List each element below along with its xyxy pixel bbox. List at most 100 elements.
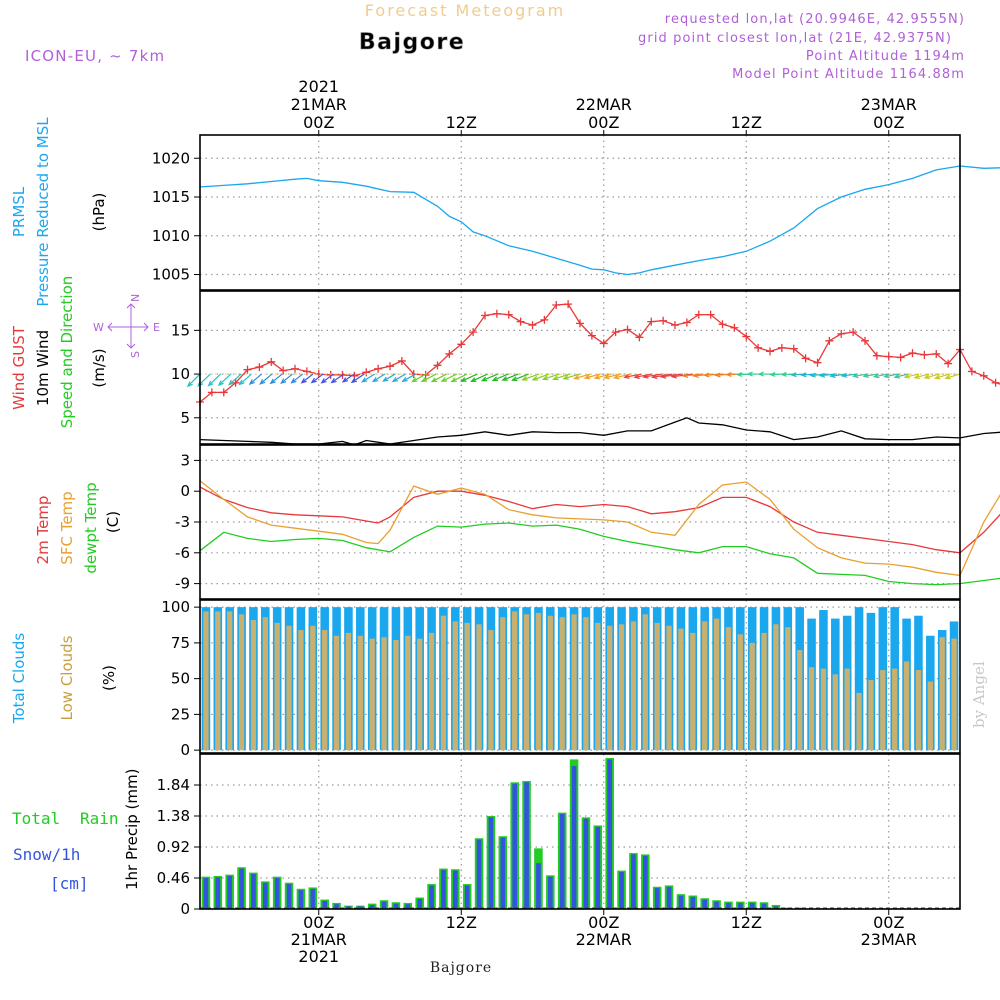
bar-snow-1h <box>322 900 328 909</box>
time-axis-label: 2021 <box>298 77 339 96</box>
wind-arrow-head <box>290 378 297 384</box>
gust-point <box>267 357 276 366</box>
wind-arrow <box>842 373 858 377</box>
bar-low-clouds <box>215 611 221 751</box>
wind-arrow <box>321 373 334 384</box>
gust-point <box>861 336 869 345</box>
bar-low-clouds <box>322 630 328 751</box>
wind-arrow <box>187 373 201 387</box>
bar-snow-1h <box>726 902 731 909</box>
wind-arrow <box>383 373 396 382</box>
wind-arrow <box>431 373 447 383</box>
time-axis-label: 00Z <box>873 913 904 932</box>
wind-arrow <box>402 373 416 382</box>
bar-low-clouds <box>737 634 743 751</box>
wind-arrow-head <box>391 376 399 383</box>
bar-snow-1h <box>357 906 363 909</box>
panel-precip: 0 0.46 0.92 1.38 1.84 <box>157 753 961 918</box>
bar-snow-1h <box>251 873 256 909</box>
wind-arrow <box>585 373 601 379</box>
wind-arrow <box>291 373 304 384</box>
bar-low-clouds <box>868 680 874 751</box>
wind-compass: W E N S <box>93 294 160 358</box>
bar-snow-1h <box>500 837 506 909</box>
wind-arrow-head <box>818 372 826 378</box>
bar-snow-1h <box>619 871 624 909</box>
wind-arrow <box>924 373 940 379</box>
total-clouds-label: Total Clouds <box>10 633 28 725</box>
wind-arrow <box>874 373 889 378</box>
wind-arrow <box>301 373 314 384</box>
wind-arrow-head <box>573 374 580 380</box>
wind-arrow <box>884 373 899 378</box>
wind-arrow-head <box>552 375 559 381</box>
time-axis-label: 00Z <box>588 913 619 932</box>
snow-label: Snow/1h <box>13 845 80 864</box>
wind-arrow <box>853 373 868 377</box>
panels-layer: 100510101015102051015-9-6-30302550751000… <box>152 134 1000 918</box>
series-10m-wind-line <box>199 417 1000 446</box>
time-axis-label: 2021 <box>298 947 339 966</box>
wind-arrow <box>412 373 427 383</box>
wind-arrow-head <box>320 378 327 384</box>
bar-low-clouds <box>773 624 779 751</box>
bar-low-clouds <box>393 640 399 751</box>
bar-low-clouds <box>405 635 411 751</box>
clouds-unit-label: (%) <box>100 665 118 691</box>
y-tick-label: 100 <box>161 598 190 616</box>
wind-arrow-head <box>300 378 307 384</box>
y-tick-label: 0 <box>180 900 190 918</box>
gust-point <box>397 356 406 365</box>
time-axis-label: 12Z <box>446 913 477 932</box>
bar-low-clouds <box>903 661 910 751</box>
bar-snow-1h <box>559 813 565 909</box>
bar-snow-1h <box>761 903 767 909</box>
wind-arrow <box>451 373 468 382</box>
wind-arrow-head <box>228 379 235 386</box>
wind-arrow-head <box>562 375 569 380</box>
gust-point <box>849 328 858 337</box>
bar-low-clouds <box>250 620 257 751</box>
wind-arrow <box>461 373 478 382</box>
gust-point <box>469 328 478 337</box>
wind-arrow-head <box>350 377 357 384</box>
bar-low-clouds <box>785 627 791 751</box>
wind-arrow-head <box>735 371 743 377</box>
bar-snow-1h <box>417 898 423 909</box>
series-wind-gust-line <box>199 303 1000 403</box>
wind-arrow-head <box>862 373 869 379</box>
y-tick-label: 5 <box>180 409 190 427</box>
y-tick-label: 75 <box>171 634 190 652</box>
y-tick-label: 3 <box>180 451 190 469</box>
time-axis-label: 22MAR <box>576 95 632 114</box>
bar-total-clouds <box>854 607 864 751</box>
bar-low-clouds <box>333 635 340 751</box>
bar-snow-1h <box>702 899 708 909</box>
bar-low-clouds <box>500 617 506 751</box>
bar-snow-1h <box>334 904 339 909</box>
bar-low-clouds <box>844 668 850 751</box>
bar-low-clouds <box>951 638 957 751</box>
time-axis-label: 12Z <box>731 913 762 932</box>
gust-point <box>457 340 466 349</box>
wind-arrow-head <box>593 374 601 380</box>
bar-low-clouds <box>832 674 838 751</box>
y-tick-label: 15 <box>171 321 190 339</box>
compass-ew-arrow <box>107 322 149 332</box>
prmsl-label: PRMSL <box>10 186 28 237</box>
wind-arrow-head <box>872 373 880 379</box>
gust-point <box>659 316 668 325</box>
model-point-altitude: Model Point Altitude 1164.88m <box>732 67 965 82</box>
wind-arrow <box>945 373 961 379</box>
y-tick-label: 0 <box>180 741 190 759</box>
y-tick-label: -3 <box>175 513 190 531</box>
panel-pressure: 1005 1010 1015 1020 <box>152 134 1000 291</box>
gust-point <box>219 388 228 397</box>
bar-low-clouds <box>476 624 482 751</box>
bar-low-clouds <box>749 642 755 751</box>
bar-snow-1h <box>749 902 755 909</box>
bar-snow-1h <box>274 878 280 909</box>
wind-arrow <box>482 373 499 382</box>
wind-arrow-head <box>450 377 457 383</box>
wind-arrow <box>704 373 724 376</box>
